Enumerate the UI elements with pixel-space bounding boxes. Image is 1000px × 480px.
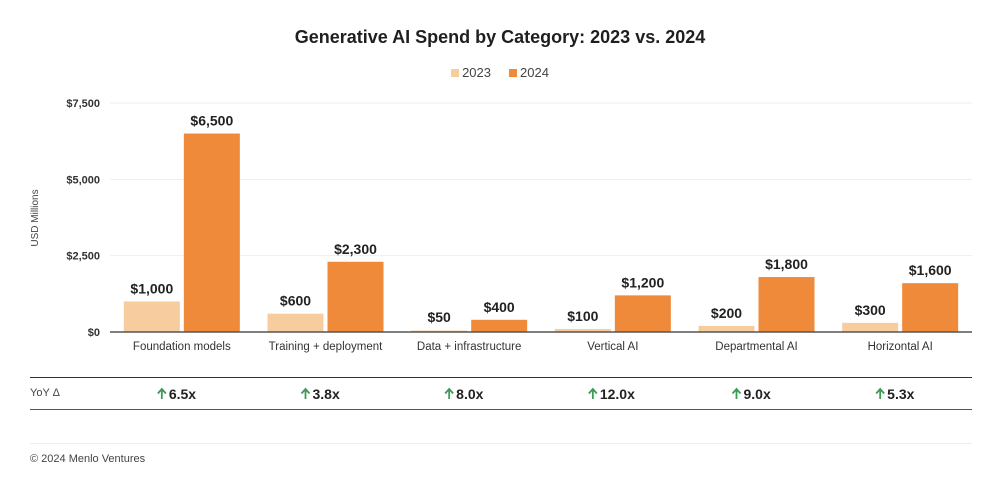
bar-2023-1: [267, 313, 324, 332]
copyright-text: © 2024 Menlo Ventures: [30, 453, 146, 465]
bar-2024-1: [327, 261, 384, 332]
yoy-multiplier: 5.3x: [887, 386, 914, 402]
arrow-up-icon: [588, 387, 598, 399]
bar-2024-3: [614, 295, 671, 332]
yoy-value: 5.3x: [875, 386, 915, 402]
bar-2024-5: [902, 283, 959, 332]
bar-2023-0: [123, 301, 180, 332]
yoy-value: 6.5x: [157, 386, 196, 402]
data-label: $300: [855, 302, 886, 318]
footer-divider: [30, 443, 972, 444]
bar-2024-0: [183, 133, 240, 332]
y-axis-label: USD Millions: [30, 189, 41, 246]
yoy-value: 12.0x: [588, 386, 635, 402]
data-label: $1,600: [909, 262, 952, 278]
legend: 2023 2024: [0, 65, 1000, 80]
yoy-multiplier: 6.5x: [169, 386, 196, 402]
bar-2023-2: [411, 330, 468, 332]
arrow-up-icon: [300, 387, 311, 399]
arrow-up-icon: [875, 387, 885, 399]
data-label: $400: [484, 299, 515, 315]
legend-swatch-2023: [451, 68, 460, 77]
bar-2024-2: [471, 319, 528, 332]
bar-2023-4: [698, 325, 755, 332]
y-tick-label: $0: [88, 327, 100, 339]
x-tick-label: Horizontal AI: [868, 341, 933, 353]
bar-2023-5: [842, 322, 899, 332]
x-tick-label: Vertical AI: [587, 341, 638, 353]
yoy-multiplier: 9.0x: [744, 386, 771, 402]
y-tick-label: $7,500: [66, 98, 100, 110]
arrow-up-icon: [157, 387, 167, 399]
data-label: $200: [711, 305, 742, 321]
bar-2024-4: [758, 277, 815, 332]
data-label: $6,500: [190, 113, 233, 129]
x-tick-label: Training + deployment: [269, 341, 383, 353]
legend-label-2023: 2023: [462, 65, 491, 80]
yoy-value: 9.0x: [731, 386, 771, 402]
y-tick-label: $5,000: [66, 174, 100, 186]
bar-2023-3: [554, 328, 611, 332]
yoy-bottom-divider: [30, 409, 972, 410]
chart-title: Generative AI Spend by Category: 2023 vs…: [294, 27, 706, 47]
arrow-up-icon: [444, 387, 454, 399]
x-tick-label: Foundation models: [133, 341, 231, 353]
legend-item-2024: 2024: [509, 65, 549, 80]
yoy-multiplier: 12.0x: [600, 386, 635, 402]
x-tick-label: Departmental AI: [715, 341, 797, 353]
yoy-multiplier: 3.8x: [313, 386, 340, 402]
data-label: $100: [567, 308, 598, 324]
yoy-value: 3.8x: [300, 386, 340, 402]
y-tick-label: $2,500: [66, 251, 100, 263]
legend-item-2023: 2023: [451, 65, 491, 80]
legend-swatch-2024: [509, 68, 517, 77]
x-tick-label: Data + infrastructure: [417, 341, 522, 353]
yoy-multiplier: 8.0x: [456, 386, 483, 402]
data-label: $1,000: [130, 280, 173, 296]
yoy-row-label: YoY Δ: [30, 387, 60, 399]
data-label: $600: [280, 293, 311, 309]
yoy-value: 8.0x: [444, 386, 484, 402]
legend-label-2024: 2024: [520, 65, 549, 80]
yoy-top-divider: [30, 377, 972, 378]
data-label: $1,800: [765, 256, 808, 272]
data-label: $2,300: [334, 241, 377, 257]
arrow-up-icon: [731, 387, 742, 399]
data-label: $50: [427, 309, 451, 325]
data-label: $1,200: [621, 274, 664, 290]
